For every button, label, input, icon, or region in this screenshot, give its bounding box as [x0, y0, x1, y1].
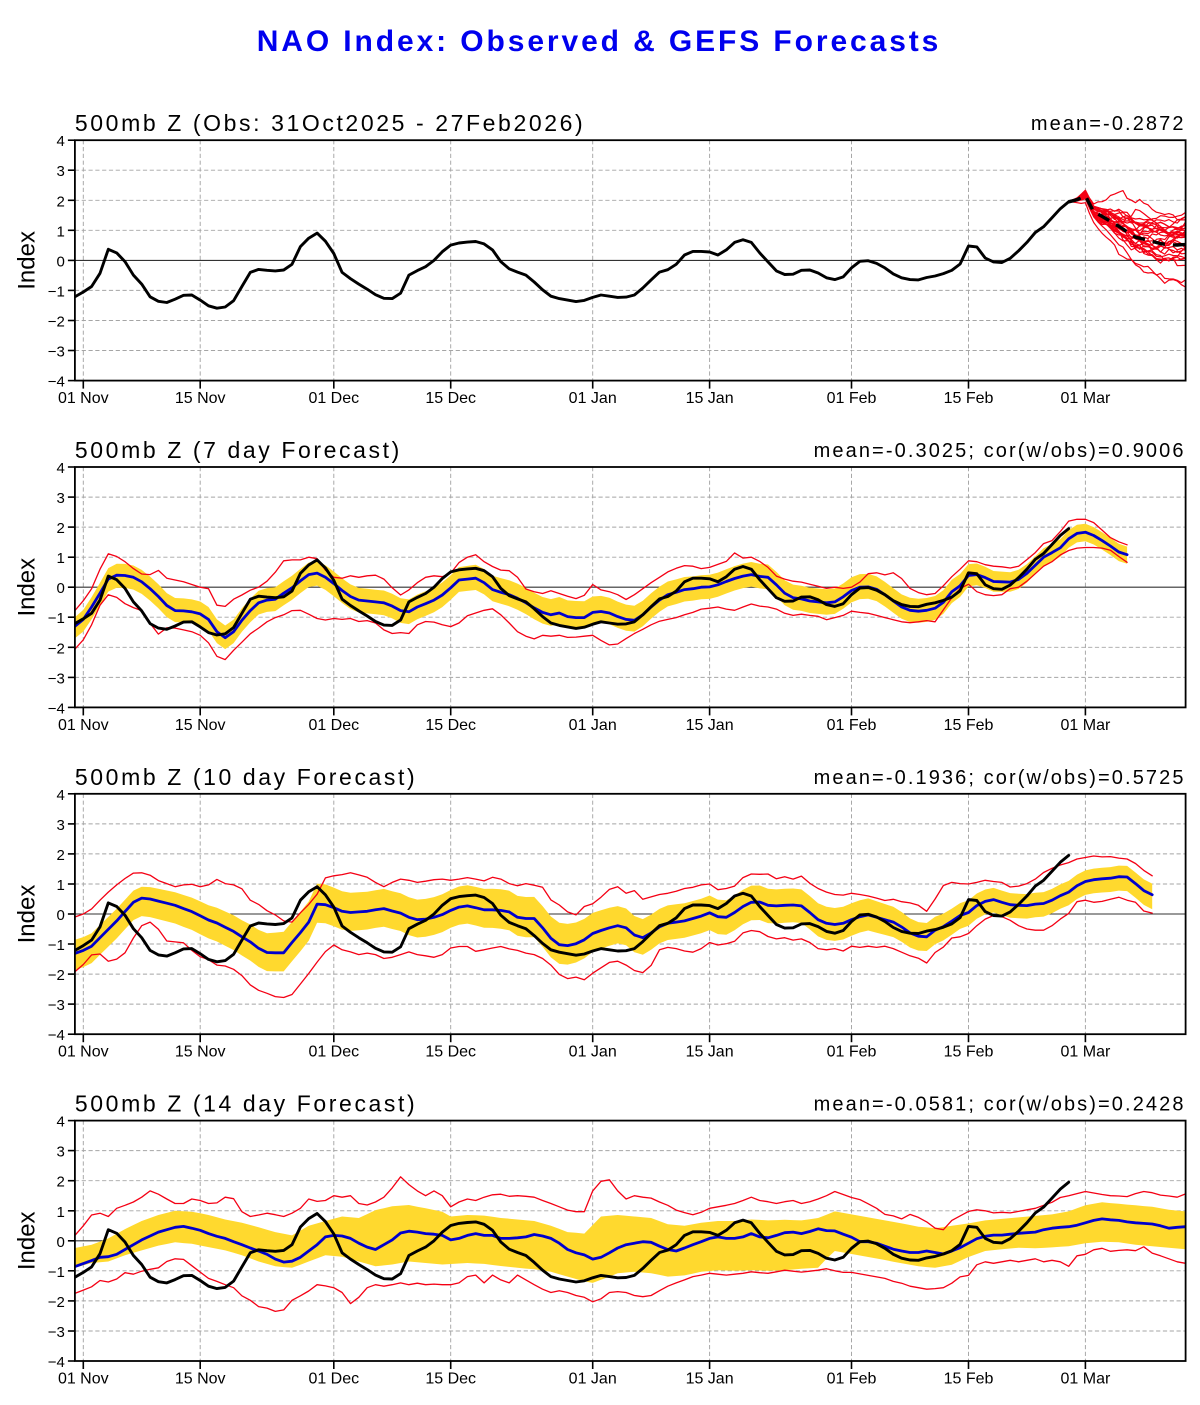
svg-text:01 Mar: 01 Mar — [1061, 390, 1111, 407]
svg-text:Index: Index — [14, 1211, 41, 1270]
svg-text:−1: −1 — [48, 937, 65, 954]
svg-text:3: 3 — [57, 163, 65, 180]
svg-text:15 Nov: 15 Nov — [175, 1371, 226, 1388]
svg-text:−4: −4 — [48, 1354, 65, 1371]
svg-text:01 Nov: 01 Nov — [58, 717, 109, 734]
svg-text:15 Jan: 15 Jan — [686, 1371, 734, 1388]
svg-text:0: 0 — [57, 1234, 65, 1251]
svg-text:01 Dec: 01 Dec — [308, 717, 359, 734]
svg-text:−1: −1 — [48, 283, 65, 300]
svg-text:−4: −4 — [48, 374, 65, 391]
svg-text:01 Dec: 01 Dec — [308, 1044, 359, 1061]
svg-text:−1: −1 — [48, 1264, 65, 1281]
svg-text:1: 1 — [57, 223, 65, 240]
svg-text:mean=-0.1936; cor(w/obs)=0.572: mean=-0.1936; cor(w/obs)=0.5725 — [814, 767, 1186, 789]
svg-text:500mb Z (10 day Forecast): 500mb Z (10 day Forecast) — [75, 764, 417, 790]
svg-text:01 Feb: 01 Feb — [827, 1371, 877, 1388]
svg-text:15 Feb: 15 Feb — [944, 1371, 994, 1388]
svg-text:01 Dec: 01 Dec — [308, 1371, 359, 1388]
svg-text:Index: Index — [14, 885, 41, 944]
svg-text:−4: −4 — [48, 700, 65, 717]
svg-text:500mb Z (7 day Forecast): 500mb Z (7 day Forecast) — [75, 437, 402, 463]
svg-text:1: 1 — [57, 877, 65, 894]
svg-text:15 Jan: 15 Jan — [686, 1044, 734, 1061]
svg-text:01 Jan: 01 Jan — [569, 390, 617, 407]
svg-text:15 Nov: 15 Nov — [175, 390, 226, 407]
svg-text:15 Nov: 15 Nov — [175, 1044, 226, 1061]
svg-text:4: 4 — [57, 787, 65, 804]
svg-text:−2: −2 — [48, 314, 65, 331]
svg-text:−2: −2 — [48, 967, 65, 984]
svg-text:01 Mar: 01 Mar — [1061, 717, 1111, 734]
svg-text:15 Dec: 15 Dec — [425, 717, 476, 734]
svg-text:3: 3 — [57, 490, 65, 507]
svg-text:15 Dec: 15 Dec — [425, 1044, 476, 1061]
svg-text:15 Feb: 15 Feb — [944, 1044, 994, 1061]
svg-text:15 Feb: 15 Feb — [944, 390, 994, 407]
svg-text:−3: −3 — [48, 344, 65, 361]
svg-text:01 Feb: 01 Feb — [827, 1044, 877, 1061]
svg-text:2: 2 — [57, 847, 65, 864]
svg-text:01 Feb: 01 Feb — [827, 717, 877, 734]
svg-text:01 Dec: 01 Dec — [308, 390, 359, 407]
svg-text:15 Jan: 15 Jan — [686, 390, 734, 407]
svg-text:0: 0 — [57, 580, 65, 597]
svg-text:mean=-0.3025; cor(w/obs)=0.900: mean=-0.3025; cor(w/obs)=0.9006 — [814, 440, 1186, 462]
svg-text:0: 0 — [57, 253, 65, 270]
svg-text:−1: −1 — [48, 610, 65, 627]
svg-text:−4: −4 — [48, 1027, 65, 1044]
svg-text:1: 1 — [57, 1204, 65, 1221]
svg-text:15 Dec: 15 Dec — [425, 1371, 476, 1388]
svg-text:500mb Z (Obs: 31Oct2025 - 27Fe: 500mb Z (Obs: 31Oct2025 - 27Feb2026) — [75, 110, 585, 136]
svg-text:15 Jan: 15 Jan — [686, 717, 734, 734]
svg-text:mean=-0.0581; cor(w/obs)=0.242: mean=-0.0581; cor(w/obs)=0.2428 — [814, 1094, 1186, 1116]
svg-text:3: 3 — [57, 1144, 65, 1161]
svg-text:01 Mar: 01 Mar — [1061, 1044, 1111, 1061]
svg-text:4: 4 — [57, 1114, 65, 1131]
svg-text:−2: −2 — [48, 1294, 65, 1311]
svg-text:mean=-0.2872: mean=-0.2872 — [1031, 113, 1186, 135]
svg-text:−3: −3 — [48, 670, 65, 687]
svg-text:3: 3 — [57, 817, 65, 834]
svg-text:4: 4 — [57, 133, 65, 150]
svg-text:15 Dec: 15 Dec — [425, 390, 476, 407]
svg-text:01 Feb: 01 Feb — [827, 390, 877, 407]
svg-text:01 Jan: 01 Jan — [569, 1371, 617, 1388]
svg-text:2: 2 — [57, 1174, 65, 1191]
svg-text:01 Jan: 01 Jan — [569, 717, 617, 734]
svg-text:1: 1 — [57, 550, 65, 567]
svg-text:−2: −2 — [48, 640, 65, 657]
svg-text:01 Nov: 01 Nov — [58, 1371, 109, 1388]
svg-text:−3: −3 — [48, 1324, 65, 1341]
svg-text:4: 4 — [57, 460, 65, 477]
svg-text:01 Jan: 01 Jan — [569, 1044, 617, 1061]
svg-text:01 Nov: 01 Nov — [58, 1044, 109, 1061]
svg-text:NAO Index: Observed & GEFS For: NAO Index: Observed & GEFS Forecasts — [257, 25, 942, 58]
svg-text:500mb Z (14 day Forecast): 500mb Z (14 day Forecast) — [75, 1091, 417, 1117]
svg-text:15 Feb: 15 Feb — [944, 717, 994, 734]
svg-text:2: 2 — [57, 520, 65, 537]
svg-text:−3: −3 — [48, 997, 65, 1014]
svg-text:15 Nov: 15 Nov — [175, 717, 226, 734]
svg-text:Index: Index — [14, 558, 41, 617]
svg-text:0: 0 — [57, 907, 65, 924]
svg-text:2: 2 — [57, 193, 65, 210]
svg-text:01 Nov: 01 Nov — [58, 390, 109, 407]
svg-text:01 Mar: 01 Mar — [1061, 1371, 1111, 1388]
svg-text:Index: Index — [14, 231, 41, 290]
